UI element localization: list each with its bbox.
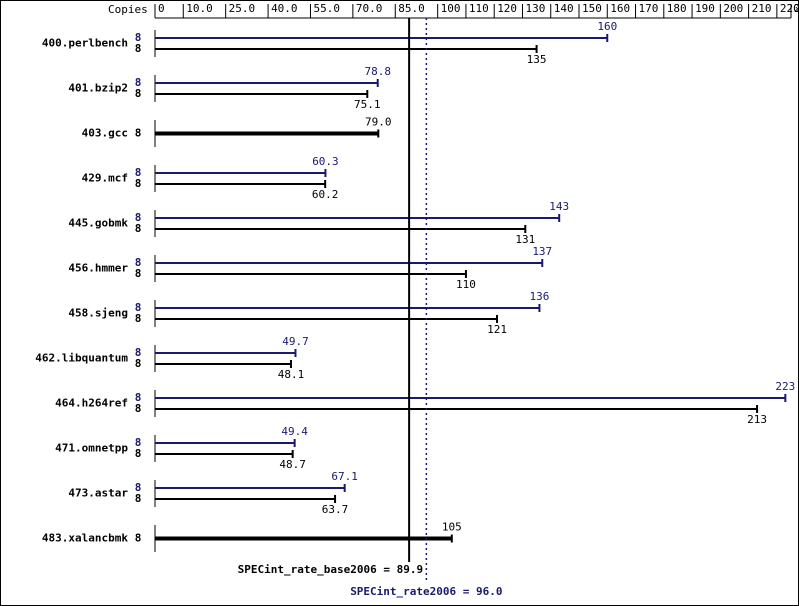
copies-label: 8 [135, 31, 142, 44]
x-tick-label: 225 [794, 2, 799, 15]
benchmark-name: 456.hmmer [68, 262, 128, 275]
value-label: 143 [549, 200, 569, 213]
x-tick-label: 10.0 [186, 2, 213, 15]
copies-header: Copies [108, 3, 148, 16]
value-label: 121 [487, 323, 507, 336]
value-label: 213 [747, 413, 767, 426]
benchmark-name: 458.sjeng [68, 307, 128, 320]
value-label: 49.4 [281, 425, 308, 438]
copies-label: 8 [135, 447, 142, 460]
benchmark-name: 445.gobmk [68, 217, 128, 230]
value-label: 75.1 [354, 98, 381, 111]
x-tick-label: 0 [158, 2, 165, 15]
benchmark-name: 473.astar [68, 487, 128, 500]
x-tick-label: 55.0 [313, 2, 340, 15]
copies-label: 8 [135, 402, 142, 415]
x-tick-label: 120 [497, 2, 517, 15]
copies-label: 8 [135, 222, 142, 235]
x-tick-label: 150 [582, 2, 602, 15]
copies-label: 8 [135, 312, 142, 325]
benchmark-name: 464.h264ref [55, 397, 128, 410]
x-tick-label: 180 [667, 2, 687, 15]
copies-label: 8 [135, 481, 142, 494]
x-tick-label: 170 [639, 2, 659, 15]
copies-label: 8 [135, 301, 142, 314]
value-label: 48.1 [278, 368, 305, 381]
x-tick-label: 110 [469, 2, 489, 15]
copies-label: 8 [135, 357, 142, 370]
x-tick-label: 210 [752, 2, 772, 15]
x-tick-label: 100 [441, 2, 461, 15]
copies-label: 8 [135, 492, 142, 505]
copies-label: 8 [135, 76, 142, 89]
copies-label: 8 [135, 87, 142, 100]
benchmark-name: 483.xalancbmk [42, 532, 128, 545]
x-tick-label: 200 [723, 2, 743, 15]
value-label: 160 [597, 20, 617, 33]
benchmark-name: 462.libquantum [35, 352, 128, 365]
benchmark-name: 403.gcc [82, 127, 128, 140]
value-label: 60.3 [312, 155, 339, 168]
benchmark-name: 429.mcf [82, 172, 128, 185]
x-tick-label: 130 [525, 2, 545, 15]
value-label: 63.7 [322, 503, 349, 516]
value-label: 135 [527, 53, 547, 66]
value-label: 223 [775, 380, 795, 393]
value-label: 60.2 [312, 188, 339, 201]
x-tick-label: 220 [780, 2, 799, 15]
copies-label: 8 [135, 391, 142, 404]
value-label: 105 [442, 521, 462, 534]
copies-label: 8 [135, 42, 142, 55]
reference-label: SPECint_rate2006 = 96.0 [350, 585, 502, 598]
reference-label: SPECint_rate_base2006 = 89.9 [238, 563, 423, 576]
x-tick-label: 40.0 [271, 2, 298, 15]
value-label: 131 [515, 233, 535, 246]
copies-label: 8 [135, 532, 142, 545]
value-label: 136 [529, 290, 549, 303]
value-label: 78.8 [364, 65, 391, 78]
x-tick-label: 70.0 [356, 2, 383, 15]
copies-label: 8 [135, 177, 142, 190]
value-label: 49.7 [282, 335, 309, 348]
benchmark-name: 471.omnetpp [55, 442, 128, 455]
value-label: 79.0 [365, 116, 392, 129]
copies-label: 8 [135, 267, 142, 280]
benchmark-name: 400.perlbench [42, 37, 128, 50]
x-tick-label: 140 [554, 2, 574, 15]
value-label: 67.1 [331, 470, 358, 483]
copies-label: 8 [135, 436, 142, 449]
copies-label: 8 [135, 346, 142, 359]
x-tick-label: 25.0 [229, 2, 256, 15]
x-tick-label: 85.0 [398, 2, 425, 15]
value-label: 110 [456, 278, 476, 291]
x-tick-label: 190 [695, 2, 715, 15]
copies-label: 8 [135, 211, 142, 224]
copies-label: 8 [135, 127, 142, 140]
value-label: 137 [532, 245, 552, 258]
copies-label: 8 [135, 166, 142, 179]
benchmark-name: 401.bzip2 [68, 82, 128, 95]
copies-label: 8 [135, 256, 142, 269]
x-tick-label: 160 [610, 2, 630, 15]
value-label: 48.7 [279, 458, 306, 471]
